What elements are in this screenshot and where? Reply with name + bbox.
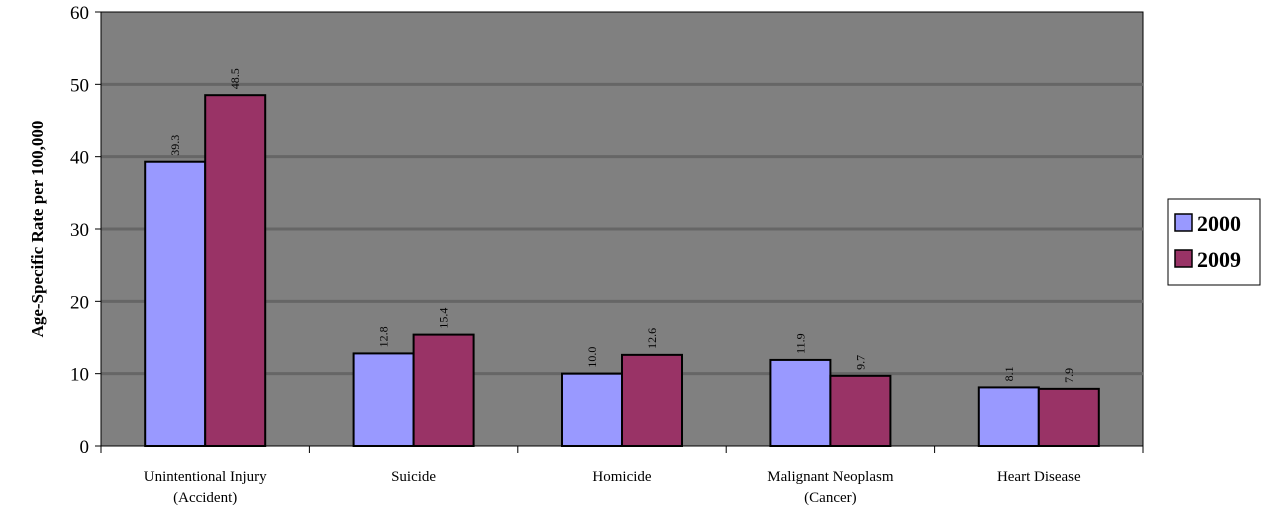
data-label: 12.6 bbox=[645, 328, 659, 349]
legend-swatch-2009 bbox=[1174, 249, 1193, 268]
bar-2000-3 bbox=[769, 358, 832, 448]
bar-2009-4 bbox=[1037, 387, 1100, 447]
x-axis: Unintentional Injury (Accident) Suicide Hom… bbox=[100, 445, 1144, 506]
data-label: 9.7 bbox=[853, 355, 867, 370]
bar-2000-4 bbox=[977, 386, 1040, 448]
y-tick-label: 60 bbox=[70, 3, 89, 24]
x-tick-label: (Cancer) bbox=[804, 490, 856, 506]
y-tick-label: 10 bbox=[70, 365, 89, 386]
y-tick-label: 0 bbox=[80, 437, 90, 458]
y-tick-label: 20 bbox=[70, 292, 89, 313]
legend-swatch-2000 bbox=[1174, 213, 1193, 232]
bar-2000-0 bbox=[144, 160, 207, 447]
bars bbox=[144, 94, 1100, 448]
y-tick-label: 30 bbox=[70, 220, 89, 241]
x-tick-label: Unintentional Injury bbox=[144, 469, 267, 485]
bar-2009-0 bbox=[204, 94, 267, 448]
data-label: 10.0 bbox=[585, 347, 599, 368]
data-label: 12.8 bbox=[377, 326, 391, 347]
bar-2009-3 bbox=[829, 374, 892, 447]
x-tick-label: (Accident) bbox=[173, 490, 237, 506]
x-tick-label: Heart Disease bbox=[997, 469, 1081, 485]
data-label: 48.5 bbox=[228, 68, 242, 89]
y-tick-label: 40 bbox=[70, 148, 89, 169]
bar-2000-1 bbox=[352, 352, 415, 447]
bar-2009-1 bbox=[412, 333, 475, 447]
x-tick-label: Malignant Neoplasm bbox=[767, 469, 894, 485]
data-label: 8.1 bbox=[1002, 366, 1016, 381]
gridlines bbox=[101, 82, 1143, 376]
y-axis: 0 10 20 30 40 50 60 bbox=[70, 3, 102, 458]
y-tick-label: 50 bbox=[70, 75, 89, 96]
x-tick-label: Homicide bbox=[592, 469, 651, 485]
legend-label-2000: 2000 bbox=[1197, 211, 1241, 236]
y-axis-label: Age-Specific Rate per 100,000 bbox=[28, 121, 47, 338]
data-labels: 39.3 12.8 10.0 11.9 8.1 48.5 15.4 12.6 9.7 7.9 bbox=[168, 68, 1076, 383]
data-label: 7.9 bbox=[1062, 368, 1076, 383]
data-label: 39.3 bbox=[168, 135, 182, 156]
legend-label-2009: 2009 bbox=[1197, 247, 1241, 272]
bar-2000-2 bbox=[561, 372, 623, 447]
legend: 2000 2009 bbox=[1167, 198, 1261, 286]
x-tick-label: Suicide bbox=[391, 469, 436, 485]
bar-2009-2 bbox=[621, 353, 683, 447]
data-label: 15.4 bbox=[437, 308, 451, 329]
data-label: 11.9 bbox=[793, 333, 807, 354]
